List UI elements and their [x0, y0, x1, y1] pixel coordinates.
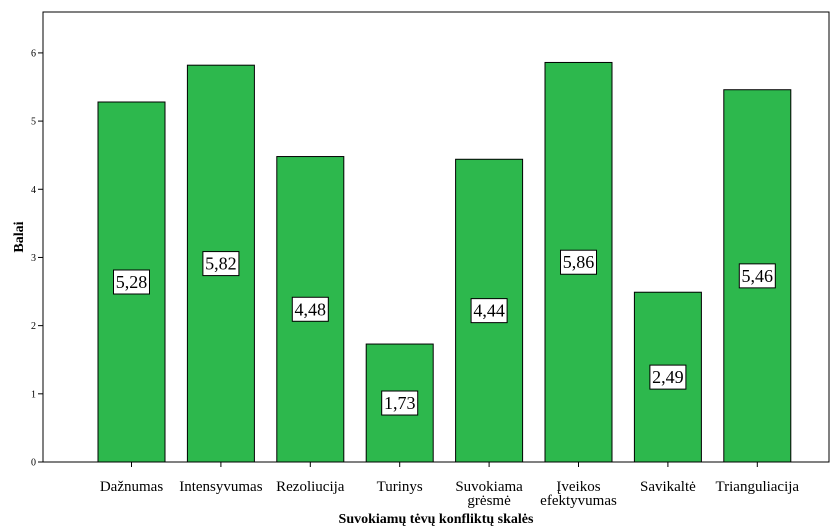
value-label-box [381, 390, 419, 416]
category-label: Savikaltė [640, 479, 696, 495]
value-label-box [291, 296, 329, 322]
value-label-box [560, 249, 597, 275]
value-label: 5,46 [742, 266, 774, 286]
category-label: Intensyvumas [179, 479, 262, 495]
value-label-box [738, 263, 776, 289]
y-tick-label: 1 [31, 389, 36, 400]
category-label: Turinys [377, 479, 423, 495]
value-label: 4,48 [295, 299, 327, 319]
y-axis-title: Balai [12, 221, 27, 252]
category-label: Dažnumas [100, 479, 163, 495]
y-tick-label: 3 [31, 253, 36, 264]
y-axis: 0 1 2 3 4 5 6 [31, 48, 43, 469]
y-tick-label: 2 [31, 321, 36, 332]
category-label: Rezoliucija [276, 479, 345, 495]
category-label: grėsmė [467, 493, 511, 509]
value-label-box [649, 364, 687, 390]
value-labels: 5,28 5,82 4,48 1,73 4,44 5,86 2,49 5,46 [113, 249, 776, 416]
value-label-box [202, 251, 240, 277]
category-label: Suvokiama [455, 479, 523, 495]
value-label-box [113, 269, 150, 295]
value-label: 2,49 [652, 367, 684, 387]
category-label: efektyvumas [540, 493, 617, 509]
bars [97, 61, 792, 463]
y-tick-label: 0 [31, 458, 36, 469]
plot-frame [42, 11, 830, 463]
category-label: Įveikos [556, 479, 600, 495]
y-tick-label: 4 [31, 185, 36, 196]
category-label: Trianguliacija [715, 479, 799, 495]
value-label: 5,82 [205, 254, 237, 274]
value-label: 4,44 [473, 301, 505, 321]
value-label-box [470, 298, 508, 324]
value-label: 5,28 [116, 272, 148, 292]
y-tick-label: 5 [31, 117, 36, 128]
x-axis-title: Suvokiamų tėvų konfliktų skalės [339, 512, 534, 526]
value-label: 5,86 [563, 252, 595, 272]
x-axis-labels: Dažnumas Intensyvumas Rezoliucija Turinys Su… [100, 462, 799, 509]
y-tick-label: 6 [31, 48, 36, 59]
value-label: 1,73 [384, 393, 416, 413]
